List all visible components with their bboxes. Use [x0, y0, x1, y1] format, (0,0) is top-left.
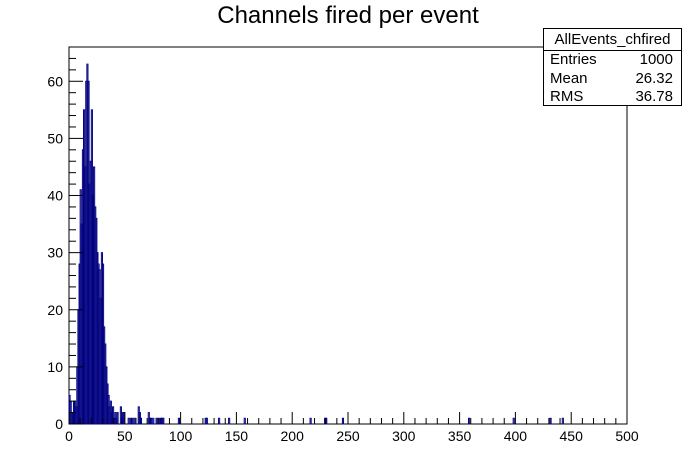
- histogram-bar: [468, 417, 471, 425]
- stats-box: AllEvents_chfired Entries 1000 Mean 26.3…: [543, 28, 682, 106]
- histogram-bar: [116, 412, 119, 425]
- histogram-bar: [341, 417, 345, 425]
- histogram-bar: [149, 417, 153, 425]
- rms-value: 36.78: [635, 88, 673, 105]
- x-tick-label: 500: [615, 428, 639, 444]
- y-tick-label: 30: [47, 245, 63, 261]
- x-tick-label: 350: [448, 428, 472, 444]
- stats-row-entries: Entries 1000: [544, 51, 681, 70]
- y-tick-label: 10: [47, 359, 63, 375]
- histogram-bar: [549, 417, 552, 425]
- histogram-bar: [129, 417, 132, 425]
- histogram-bar: [177, 417, 180, 425]
- rms-label: RMS: [550, 88, 584, 105]
- histogram-bar: [119, 406, 122, 425]
- histogram-bar: [561, 417, 564, 425]
- x-tick-label: 450: [560, 428, 584, 444]
- histogram-bar: [152, 417, 155, 425]
- histogram-bar: [228, 417, 231, 425]
- stats-row-rms: RMS 36.78: [544, 88, 681, 107]
- histogram-bar: [512, 417, 515, 425]
- x-tick-label: 150: [225, 428, 249, 444]
- entries-label: Entries: [550, 51, 597, 68]
- x-tick-label: 0: [65, 428, 73, 444]
- stats-row-mean: Mean 26.32: [544, 70, 681, 89]
- entries-value: 1000: [639, 51, 673, 68]
- histogram-bar: [112, 406, 115, 425]
- y-tick-label: 50: [47, 130, 63, 146]
- y-tick-label: 40: [47, 188, 63, 204]
- x-tick-label: 250: [336, 428, 360, 444]
- histogram-bar: [127, 417, 130, 425]
- x-tick-label: 50: [117, 428, 133, 444]
- histogram-bar: [309, 417, 312, 425]
- histogram-bar: [139, 417, 143, 425]
- mean-label: Mean: [550, 69, 588, 87]
- histogram-bar: [162, 417, 165, 425]
- chart-title: Channels fired per event: [217, 2, 479, 29]
- x-tick-label: 300: [392, 428, 416, 444]
- histogram-bar: [132, 417, 135, 425]
- histogram-bar: [243, 417, 246, 425]
- y-tick-label: 60: [47, 73, 63, 89]
- stats-title: AllEvents_chfired: [544, 29, 681, 51]
- x-tick-label: 200: [281, 428, 305, 444]
- y-tick-label: 0: [55, 416, 63, 432]
- histogram-bar: [205, 417, 208, 425]
- y-tick-label: 20: [47, 302, 63, 318]
- x-tick-label: 400: [504, 428, 528, 444]
- histogram-bar: [155, 417, 158, 425]
- histogram-bar: [218, 417, 221, 425]
- x-tick-label: 100: [169, 428, 193, 444]
- mean-value: 26.32: [635, 69, 673, 87]
